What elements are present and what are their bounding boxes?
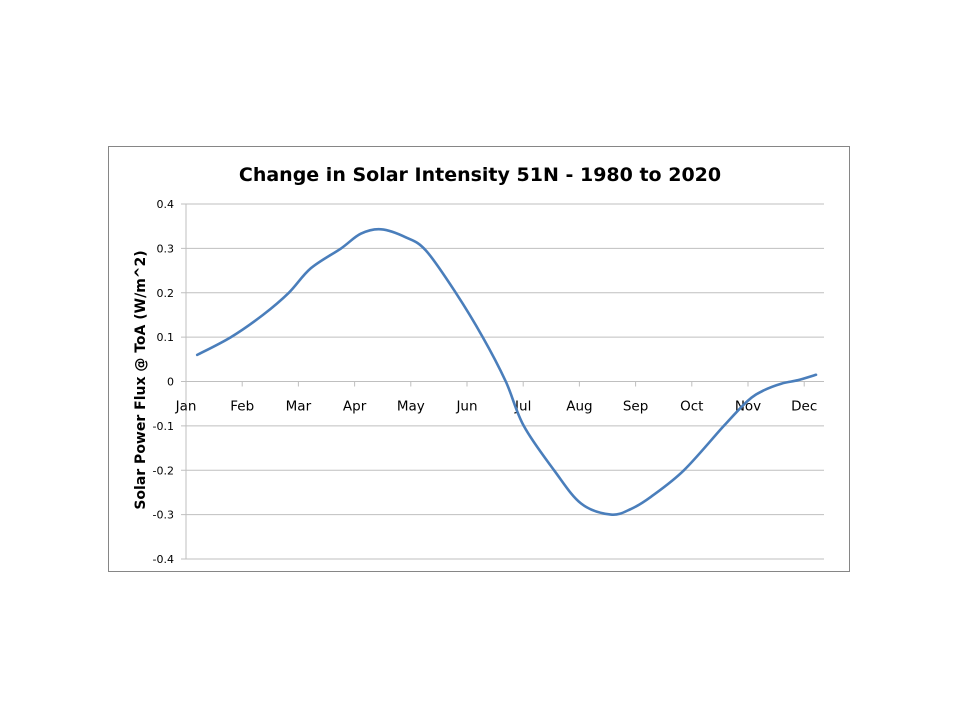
data-point [797,379,799,381]
y-tick-label: -0.2 [153,464,174,477]
x-tick-label: Aug [566,399,592,415]
data-point [763,389,765,391]
x-tick-label: Mar [286,399,312,415]
chart-frame: Change in Solar Intensity 51N - 1980 to … [108,146,850,572]
data-point [505,380,507,382]
y-tick-label: -0.4 [153,553,174,566]
x-tick-label: May [397,399,425,415]
data-point [580,502,582,504]
data-point [230,336,232,338]
data-point [683,469,685,471]
data-point [523,425,525,427]
series-line [195,227,818,517]
y-tick-label: -0.3 [153,509,174,522]
data-point [360,233,362,235]
gridlines [181,203,824,560]
data-point [310,267,312,269]
data-point [650,496,652,498]
y-tick-label: 0.4 [157,198,175,211]
data-point [815,374,817,376]
y-tick-label: 0.2 [157,287,175,300]
data-point [553,469,555,471]
x-tick-label: Sep [623,399,648,415]
x-tick-label: Jun [455,399,477,415]
data-point [340,247,342,249]
chart-title: Change in Solar Intensity 51N - 1980 to … [239,164,721,186]
x-axis: Jan Feb Mar Apr May Jun Jul Aug Sep Oct Nov Dec [175,381,817,415]
y-axis-label: Solar Power Flux @ ToA (W/m^2) [133,250,149,509]
data-point [288,292,290,294]
x-tick-label: Jul [514,399,531,415]
data-point [630,508,632,510]
data-point [747,399,749,401]
y-tick-label: 0.3 [157,242,175,255]
data-point [380,228,382,230]
data-point [262,314,264,316]
data-point [610,513,612,515]
series-layer [195,227,818,517]
x-tick-label: Apr [343,399,367,415]
data-point [723,425,725,427]
data-point [196,354,198,356]
chart: Change in Solar Intensity 51N - 1980 to … [133,164,824,566]
data-point [425,249,427,251]
data-point [482,336,484,338]
x-tick-label: Feb [230,399,254,415]
y-tick-label: 0 [167,376,174,389]
y-tick-label: -0.1 [153,420,174,433]
x-tick-label: Nov [735,399,761,415]
x-tick-label: Oct [680,399,703,415]
x-tick-label: Dec [791,399,817,415]
data-point [780,383,782,385]
data-point [455,292,457,294]
x-tick-label: Jan [175,399,197,415]
data-point [405,236,407,238]
y-axis-ticks: 0.4 0.3 0.2 0.1 0 -0.1 -0.2 -0.3 -0.4 [153,198,174,566]
y-tick-label: 0.1 [157,331,175,344]
